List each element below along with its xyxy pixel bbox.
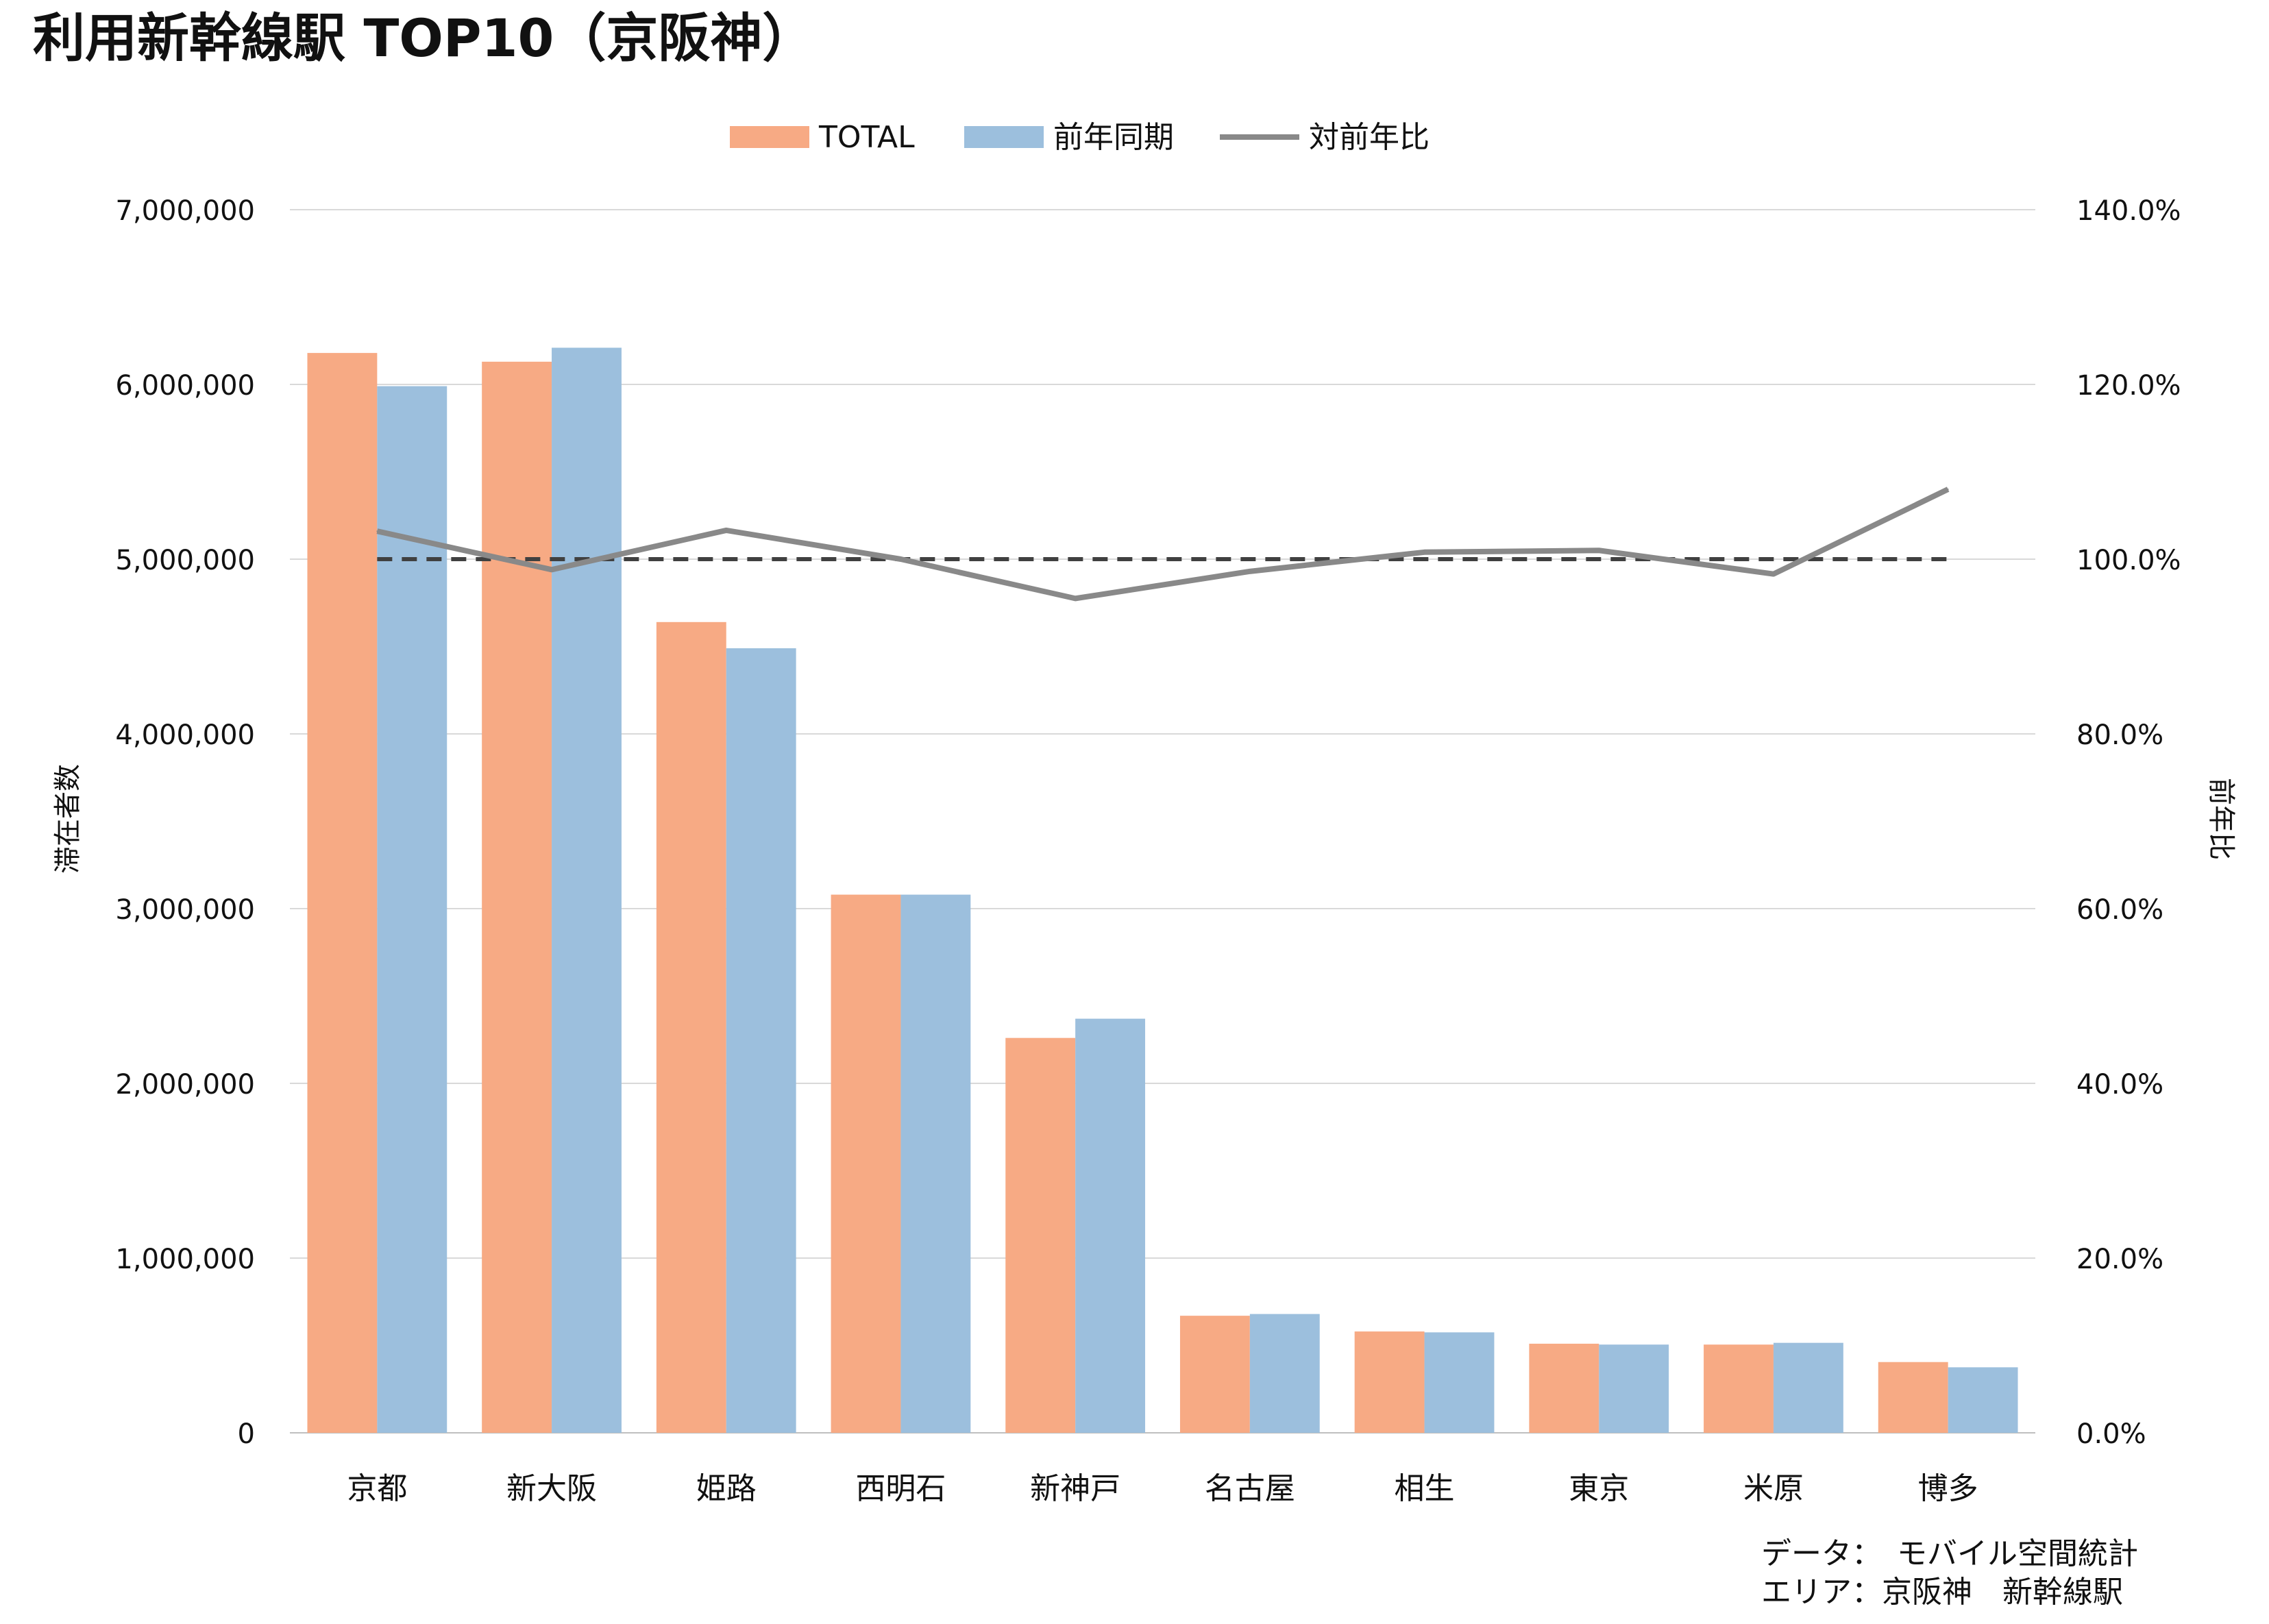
x-tick-label: 名古屋 — [1205, 1471, 1295, 1506]
ratio-point — [1075, 598, 1077, 600]
y2-tick-label: 140.0% — [2076, 195, 2181, 227]
legend-total-swatch — [730, 126, 809, 148]
ratio-point — [1423, 551, 1425, 553]
legend-prev-swatch — [964, 126, 1044, 148]
left-axis: 0 1,000,000 2,000,000 3,000,000 4,000,000 5,0… — [115, 195, 255, 1450]
y2-tick-label: 60.0% — [2076, 894, 2163, 926]
ratio-point — [1947, 489, 1949, 490]
chart-title: 利用新幹線駅 TOP10（京阪神） — [33, 8, 814, 69]
ratio-point — [1772, 573, 1774, 575]
ratio-lines — [376, 487, 1950, 602]
bar-prev-7 — [1424, 1332, 1495, 1433]
x-tick-label: 京都 — [347, 1471, 407, 1506]
y-tick-label: 2,000,000 — [115, 1069, 255, 1100]
right-axis: 0.0% 20.0% 40.0% 60.0% 80.0% 100.0% 120.0% 140.… — [2076, 195, 2181, 1450]
x-tick-label: 東京 — [1569, 1471, 1629, 1506]
bar-total-7 — [1354, 1331, 1425, 1433]
ratio-point — [551, 569, 553, 571]
y-tick-label: 1,000,000 — [115, 1244, 255, 1275]
y2-tick-label: 80.0% — [2076, 719, 2163, 751]
area-note: エリア：京阪神 新幹線駅 — [1761, 1575, 2123, 1610]
x-tick-label: 米原 — [1743, 1471, 1804, 1506]
bar-total-10 — [1878, 1362, 1948, 1433]
x-tick-label: 相生 — [1395, 1471, 1455, 1506]
y2-tick-label: 20.0% — [2076, 1244, 2163, 1275]
bar-total-3 — [656, 622, 726, 1433]
bar-prev-5 — [1075, 1018, 1146, 1433]
ratio-point — [725, 529, 727, 531]
category-axis: 京都 新大阪 姫路 西明石 新神戸 名古屋 相生 東京 米原 博多 — [347, 1471, 1978, 1506]
y-axis-label: 滞在者数 — [52, 764, 84, 874]
legend-prev-label: 前年同期 — [1053, 120, 1174, 155]
legend-ratio-label: 対前年比 — [1309, 120, 1430, 155]
source-note: データ： モバイル空間統計 — [1761, 1536, 2138, 1571]
bar-prev-10 — [1948, 1367, 2018, 1433]
bar-total-9 — [1704, 1344, 1774, 1433]
ratio-point — [1598, 550, 1600, 552]
y-tick-label: 5,000,000 — [115, 545, 255, 576]
bar-prev-3 — [726, 648, 796, 1433]
bar-prev-9 — [1773, 1342, 1843, 1433]
bars — [307, 347, 2018, 1434]
y-tick-label: 7,000,000 — [115, 195, 255, 227]
x-tick-label: 姫路 — [696, 1471, 757, 1506]
legend: TOTAL 前年同期 対前年比 — [730, 120, 1430, 155]
y2-tick-label: 120.0% — [2076, 370, 2181, 402]
bar-prev-4 — [900, 894, 971, 1433]
bar-total-2 — [482, 361, 552, 1433]
x-tick-label: 新大阪 — [506, 1471, 597, 1506]
bar-prev-2 — [552, 347, 622, 1434]
bar-total-1 — [307, 353, 378, 1433]
bar-total-8 — [1529, 1343, 1599, 1433]
bar-prev-8 — [1599, 1344, 1669, 1433]
x-tick-label: 博多 — [1918, 1471, 1978, 1506]
y2-tick-label: 40.0% — [2076, 1069, 2163, 1100]
y2-axis-label: 前年比 — [2205, 778, 2237, 860]
y2-tick-label: 0.0% — [2076, 1418, 2146, 1450]
bar-total-4 — [831, 894, 901, 1433]
ratio-point — [1249, 570, 1251, 572]
bar-prev-6 — [1249, 1314, 1320, 1433]
x-tick-label: 新神戸 — [1030, 1471, 1120, 1506]
ratio-point — [376, 530, 378, 532]
y-tick-label: 4,000,000 — [115, 719, 255, 751]
bar-total-6 — [1179, 1316, 1250, 1433]
x-tick-label: 西明石 — [855, 1471, 946, 1506]
y-tick-label: 0 — [238, 1418, 255, 1450]
bar-total-5 — [1005, 1037, 1076, 1433]
y-tick-label: 6,000,000 — [115, 370, 255, 402]
y2-tick-label: 100.0% — [2076, 545, 2181, 576]
y-tick-label: 3,000,000 — [115, 894, 255, 926]
legend-total-label: TOTAL — [818, 120, 915, 155]
ratio-point — [900, 558, 902, 560]
ratio-series-line — [376, 487, 1950, 602]
